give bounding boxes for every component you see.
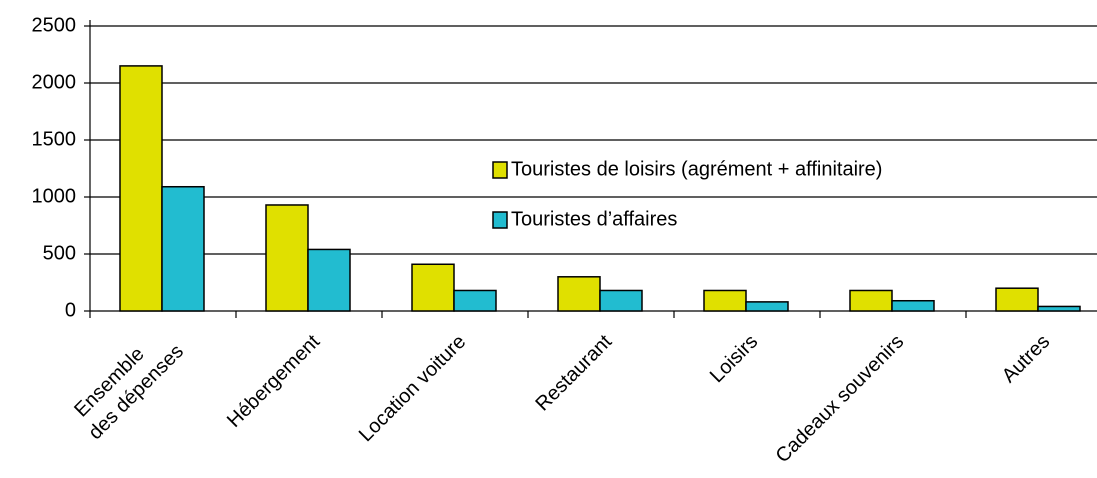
x-tick-label: Location voiture bbox=[355, 331, 470, 446]
bar bbox=[161, 185, 205, 312]
bar bbox=[557, 276, 601, 312]
bar bbox=[411, 263, 455, 312]
y-tick-label: 2000 bbox=[32, 71, 77, 93]
bar bbox=[453, 289, 497, 312]
x-tick-label: Cadeaux souvenirs bbox=[772, 331, 909, 468]
legend-label: Touristes d’affaires bbox=[511, 208, 677, 230]
bar bbox=[891, 299, 935, 312]
x-tick-label: Ensemble des dépenses bbox=[66, 322, 188, 444]
legend-swatch bbox=[492, 211, 508, 229]
bar bbox=[745, 301, 789, 312]
bar bbox=[995, 287, 1039, 312]
bar bbox=[119, 65, 163, 312]
x-tick-label: Autres bbox=[998, 331, 1054, 387]
legend-label: Touristes de loisirs (agrément + affinit… bbox=[511, 158, 882, 180]
bar bbox=[1037, 305, 1081, 312]
y-tick-label: 0 bbox=[65, 299, 76, 321]
y-tick-label: 1000 bbox=[32, 185, 77, 207]
bar bbox=[265, 204, 309, 312]
bar bbox=[703, 289, 747, 312]
y-tick-label: 1500 bbox=[32, 128, 77, 150]
bar bbox=[307, 248, 351, 312]
bar bbox=[849, 289, 893, 312]
bar bbox=[599, 289, 643, 312]
x-tick-label: Restaurant bbox=[532, 330, 617, 415]
x-tick-label: Hébergement bbox=[223, 330, 325, 432]
y-tick-label: 2500 bbox=[32, 14, 77, 36]
legend-swatch bbox=[492, 161, 508, 179]
y-tick-label: 500 bbox=[43, 242, 76, 264]
x-tick-label: Loisirs bbox=[706, 331, 762, 387]
